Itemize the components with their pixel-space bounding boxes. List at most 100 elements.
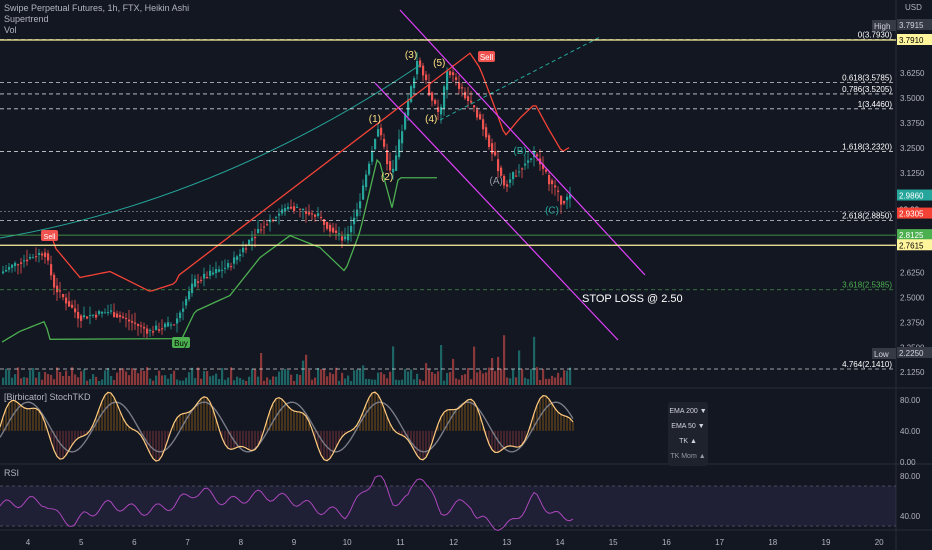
volume-bar xyxy=(398,380,401,385)
candle-body xyxy=(557,190,560,192)
volume-bar xyxy=(266,377,269,385)
volume-bar xyxy=(257,376,260,385)
time-tick-label: 7 xyxy=(185,538,190,547)
low-label-bg xyxy=(872,348,896,359)
candle-body xyxy=(563,200,566,204)
candle-body xyxy=(71,304,74,308)
volume-bar xyxy=(158,370,161,385)
candle-body xyxy=(113,312,116,317)
volume-bar xyxy=(443,380,446,385)
stoch-fast-line xyxy=(0,391,574,462)
volume-bar xyxy=(452,358,455,385)
candle-body xyxy=(551,180,554,185)
candle-body xyxy=(470,100,473,103)
time-axis: 4 5 6 7 8 9 10 11 12 13 14 15 16 17 18 19 20 xyxy=(26,538,884,547)
fib-level-label: 1.618(3.2320) xyxy=(842,142,892,151)
volume-bar xyxy=(500,368,503,385)
candle-body xyxy=(158,329,161,331)
candle-body xyxy=(53,274,56,288)
green-price-tag-bg xyxy=(897,229,932,241)
volume-bar xyxy=(176,379,179,385)
stoch-tick-label: 40.00 xyxy=(900,427,921,436)
volume-bar xyxy=(29,370,32,385)
candle-body xyxy=(326,221,329,229)
indicator-supertrend[interactable]: Supertrend xyxy=(4,14,49,24)
candle-body xyxy=(215,269,218,274)
volume-bar xyxy=(311,379,314,385)
volume-bar xyxy=(188,372,191,385)
candle-body xyxy=(473,105,476,108)
stoch-indicator-label[interactable]: [Birbicator] StochTKD xyxy=(4,392,91,402)
volume-bar xyxy=(518,350,521,385)
volume-bar xyxy=(2,377,5,385)
volume-bar xyxy=(401,379,404,385)
fib-level-label: 3.618(2.5385) xyxy=(842,281,892,290)
rsi-indicator-label[interactable]: RSI xyxy=(4,468,20,478)
volume-bar xyxy=(44,371,47,385)
candle-body xyxy=(353,217,356,225)
current-price-tag-bg xyxy=(897,189,932,201)
candle-body xyxy=(125,318,128,320)
wave-label: (C) xyxy=(545,206,559,217)
volume-bar xyxy=(344,378,347,385)
candle-body xyxy=(341,236,344,241)
volume-bar xyxy=(323,368,326,385)
volume-bar xyxy=(473,346,476,385)
volume-bar xyxy=(371,379,374,385)
candle-body xyxy=(524,163,527,166)
indicator-volume[interactable]: Vol xyxy=(4,25,17,35)
high-label-bg xyxy=(872,20,896,31)
candle-body xyxy=(20,262,23,264)
volume-bar xyxy=(218,379,221,385)
volume-bar xyxy=(431,372,434,385)
time-tick-label: 20 xyxy=(875,538,884,547)
wave-label: (3) xyxy=(405,50,417,61)
candle-body xyxy=(485,127,488,138)
candle-body xyxy=(518,171,521,173)
candle-body xyxy=(167,322,170,327)
candle-body xyxy=(374,139,377,150)
candle-body xyxy=(224,267,227,269)
candle-body xyxy=(467,96,470,102)
volume-bar xyxy=(416,373,419,385)
buy-tag-bg xyxy=(172,337,190,348)
candle-body xyxy=(512,172,515,180)
candle-body xyxy=(146,328,149,334)
candle-body xyxy=(392,168,395,173)
volume-bar xyxy=(284,368,287,385)
candle-body xyxy=(464,91,467,99)
candle-body xyxy=(23,260,26,262)
candle-body xyxy=(323,219,326,225)
time-tick-label: 9 xyxy=(292,538,297,547)
time-tick-label: 8 xyxy=(239,538,244,547)
candle-body xyxy=(143,327,146,329)
high-value-tag: 3.7915 xyxy=(897,19,932,30)
price-tick-label: 2.6250 xyxy=(900,268,925,277)
time-tick-label: 14 xyxy=(556,538,565,547)
candle-body xyxy=(101,311,104,314)
candle-body xyxy=(359,201,362,209)
candle-body xyxy=(230,266,233,268)
volume-bar xyxy=(80,371,83,385)
currency-label: USD xyxy=(905,3,922,12)
candle-body xyxy=(98,311,101,315)
wave-label: (4) xyxy=(425,114,437,125)
volume-bar xyxy=(248,376,251,385)
volume-bar xyxy=(35,377,38,385)
volume-bar xyxy=(353,370,356,385)
candle-body xyxy=(530,158,533,160)
candle-body xyxy=(77,311,80,319)
candle-body xyxy=(194,278,197,287)
candle-body xyxy=(188,291,191,300)
candle-body xyxy=(239,254,242,257)
volume-bar xyxy=(446,373,449,385)
volume-bar xyxy=(269,379,272,385)
candle-body xyxy=(554,185,557,188)
candle-body xyxy=(8,267,11,270)
candle-body xyxy=(221,269,224,271)
candle-body xyxy=(407,99,410,116)
volume-bar xyxy=(461,375,464,385)
price-tick-label: 3.2500 xyxy=(900,144,925,153)
red-price-tag-bg xyxy=(897,207,932,219)
